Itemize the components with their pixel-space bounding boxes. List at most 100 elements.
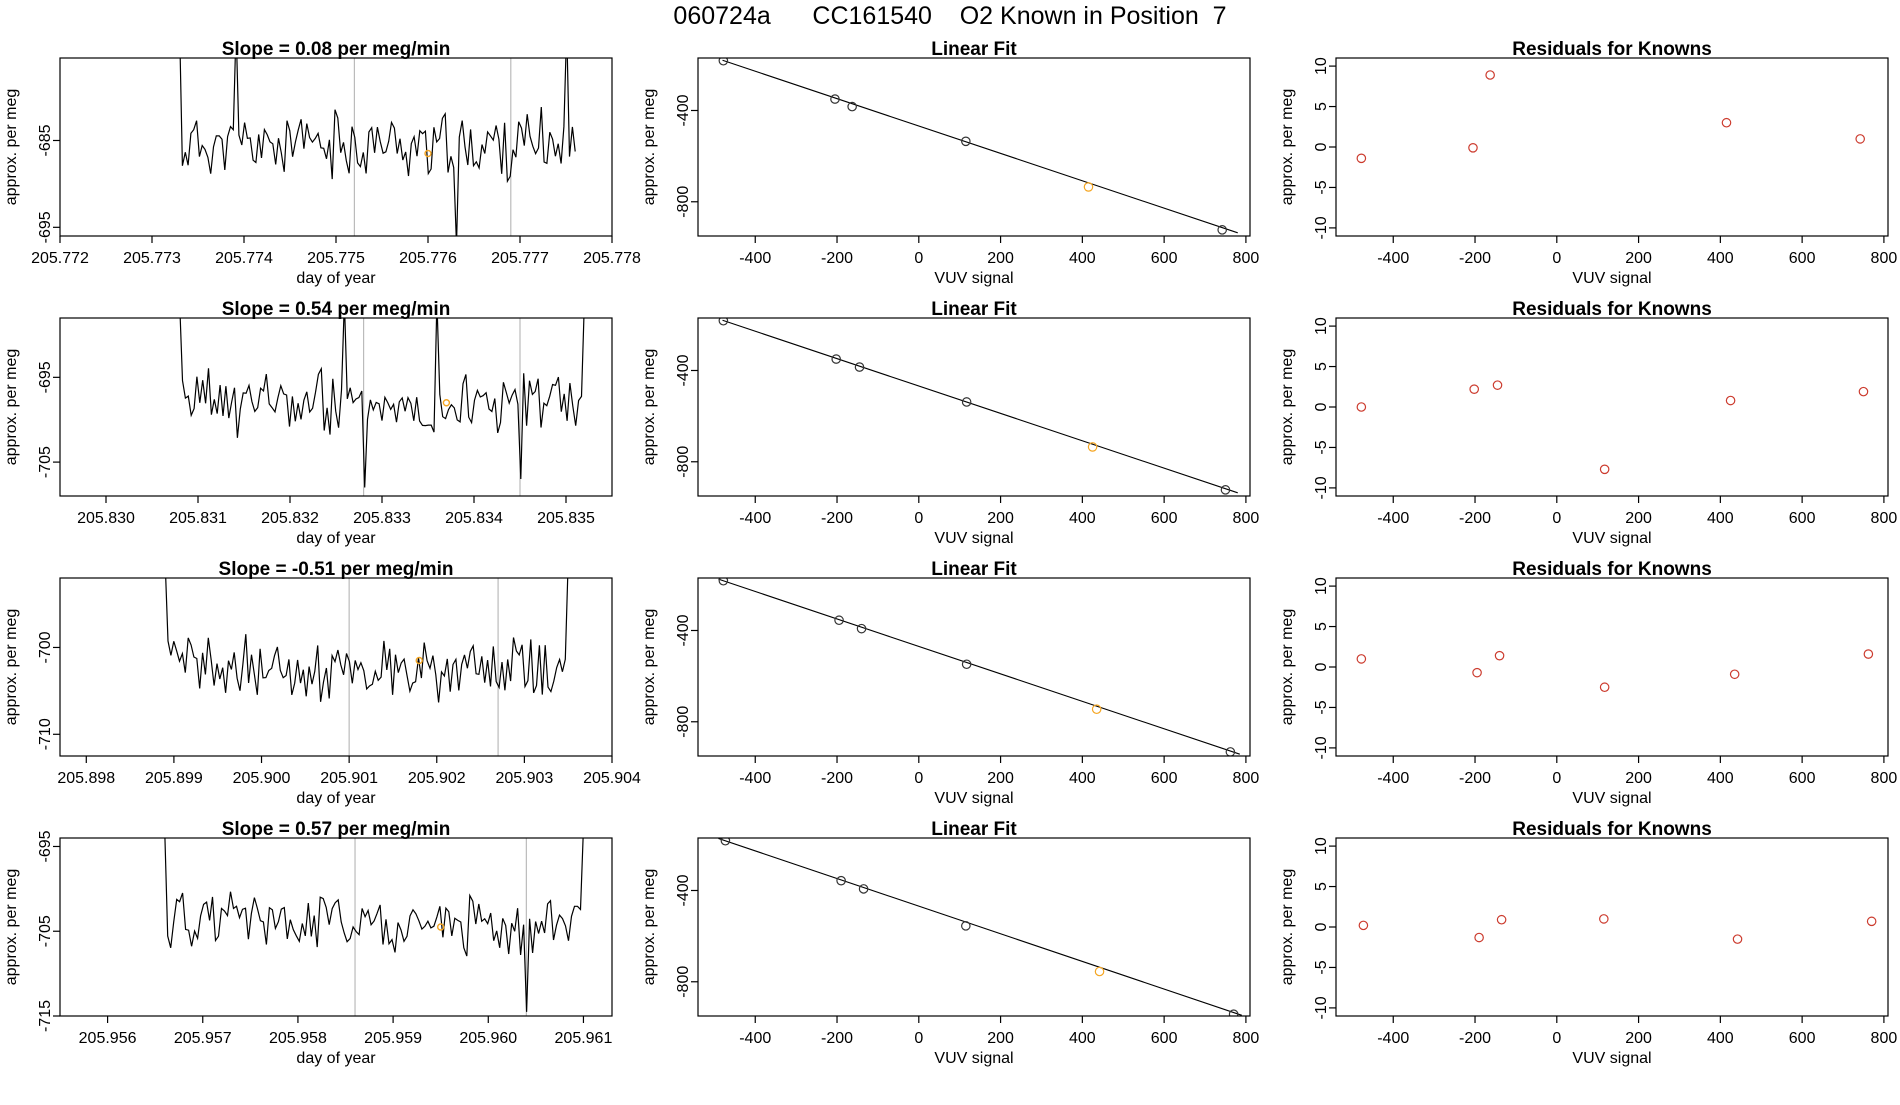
fit-point xyxy=(1091,704,1102,715)
fit-point xyxy=(847,101,857,112)
x-tick-label: 205.832 xyxy=(261,510,319,527)
residual-point xyxy=(1599,914,1609,924)
y-tick-label: 10 xyxy=(1313,837,1330,855)
x-tick-label: 205.835 xyxy=(537,510,595,527)
x-tick-label: 205.904 xyxy=(583,770,641,787)
plot-area xyxy=(1356,649,1874,693)
fit-point xyxy=(831,354,842,364)
x-tick-label: 800 xyxy=(1871,510,1898,527)
x-tick-label: 0 xyxy=(1552,510,1561,527)
y-tick-label: -695 xyxy=(37,361,54,393)
y-axis-label: approx. per meg xyxy=(641,89,658,206)
y-tick-label: 5 xyxy=(1313,362,1330,371)
plot-frame xyxy=(1335,577,1889,757)
x-tick-label: 205.899 xyxy=(145,770,203,787)
x-axis-label: VUV signal xyxy=(1572,790,1651,807)
x-tick-label: 205.777 xyxy=(491,250,549,267)
x-tick-label: -400 xyxy=(1377,1030,1409,1047)
y-axis-label: approx. per meg xyxy=(1279,349,1296,466)
residual-point xyxy=(1468,143,1478,153)
x-tick-label: 600 xyxy=(1789,770,1816,787)
x-axis-label: VUV signal xyxy=(1572,1050,1651,1067)
residual-point xyxy=(1496,914,1507,925)
fit-point xyxy=(1228,1009,1239,1016)
y-tick-label: 5 xyxy=(1313,622,1330,631)
panel-title: Slope = 0.08 per meg/min xyxy=(222,39,451,60)
figure-title: 060724a CC161540 O2 Known in Position 7 xyxy=(673,2,1227,30)
fit-point xyxy=(834,615,844,626)
x-axis-label: VUV signal xyxy=(1572,270,1651,287)
x-tick-label: 600 xyxy=(1789,1030,1816,1047)
panel-1-3: Residuals for Knowns -400 -200 0 200 400 600 80… xyxy=(1279,39,1897,287)
y-tick-label: -705 xyxy=(37,446,54,478)
x-tick-label: 200 xyxy=(987,770,1014,787)
y-tick-label: -5 xyxy=(1313,960,1330,974)
fit-point xyxy=(720,838,731,846)
x-tick-label: 600 xyxy=(1151,1030,1178,1047)
panel-3-2: Linear Fit -400 -200 0 200 400 600 800 -400 -800 V… xyxy=(641,559,1259,807)
x-tick-label: 0 xyxy=(914,770,923,787)
plot-frame xyxy=(697,837,1251,1017)
x-tick-label: 0 xyxy=(1552,770,1561,787)
x-tick-label: 205.956 xyxy=(79,1030,137,1047)
residual-point xyxy=(1855,134,1865,144)
plot-area xyxy=(1356,380,1869,475)
trace-line xyxy=(179,318,585,488)
known-point-marker xyxy=(442,399,451,407)
y-axis-label: approx. per meg xyxy=(641,349,658,466)
residual-point xyxy=(1474,932,1484,943)
fit-point xyxy=(858,884,869,894)
residual-point xyxy=(1721,117,1732,128)
residual-point xyxy=(1599,464,1610,475)
panel-1-1: Slope = 0.08 per meg/min 205.772 205.773 20… xyxy=(3,39,641,287)
y-tick-label: 0 xyxy=(1313,662,1330,671)
fit-point xyxy=(856,623,867,634)
x-tick-label: -400 xyxy=(739,770,771,787)
panel-title: Linear Fit xyxy=(931,819,1017,840)
plot-frame xyxy=(59,577,613,757)
residual-point xyxy=(1725,395,1736,406)
x-tick-label: -200 xyxy=(821,510,853,527)
panel-title: Residuals for Knowns xyxy=(1512,559,1712,580)
fit-point xyxy=(836,875,846,886)
y-tick-label: -400 xyxy=(675,614,692,646)
known-point-marker xyxy=(415,656,423,665)
residual-point xyxy=(1492,380,1503,390)
x-tick-label: 205.831 xyxy=(169,510,227,527)
fit-point xyxy=(1217,225,1227,235)
x-tick-label: -200 xyxy=(821,770,853,787)
x-tick-label: 205.830 xyxy=(77,510,135,527)
x-tick-label: 205.773 xyxy=(123,250,181,267)
fit-point xyxy=(961,659,972,670)
x-tick-label: 0 xyxy=(914,1030,923,1047)
x-axis-label: day of year xyxy=(296,1050,376,1067)
panel-title: Linear Fit xyxy=(931,559,1017,580)
y-axis-label: approx. per meg xyxy=(641,609,658,726)
fit-point xyxy=(718,318,729,326)
x-tick-label: 400 xyxy=(1707,770,1734,787)
known-point-marker xyxy=(436,923,445,931)
x-tick-label: 400 xyxy=(1707,510,1734,527)
panel-title: Residuals for Knowns xyxy=(1512,39,1712,60)
fit-line xyxy=(722,319,1238,494)
plot-area xyxy=(718,838,1242,1016)
plot-area xyxy=(718,58,1238,235)
x-tick-label: 200 xyxy=(987,1030,1014,1047)
residual-point xyxy=(1729,669,1740,680)
plot-area xyxy=(718,318,1238,495)
y-tick-label: -5 xyxy=(1313,180,1330,194)
residual-point xyxy=(1356,153,1367,164)
panel-title: Slope = -0.51 per meg/min xyxy=(219,559,454,580)
fit-line xyxy=(722,59,1238,234)
fit-point xyxy=(718,58,729,66)
y-tick-label: 0 xyxy=(1313,402,1330,411)
x-tick-label: -200 xyxy=(1459,1030,1491,1047)
fit-point xyxy=(830,94,840,104)
y-tick-label: 5 xyxy=(1313,882,1330,891)
y-tick-label: -800 xyxy=(675,966,692,998)
panel-title: Linear Fit xyxy=(931,39,1017,60)
plot-frame xyxy=(697,57,1251,237)
x-axis-label: VUV signal xyxy=(934,790,1013,807)
fit-point xyxy=(961,397,972,407)
y-tick-label: 5 xyxy=(1313,102,1330,111)
